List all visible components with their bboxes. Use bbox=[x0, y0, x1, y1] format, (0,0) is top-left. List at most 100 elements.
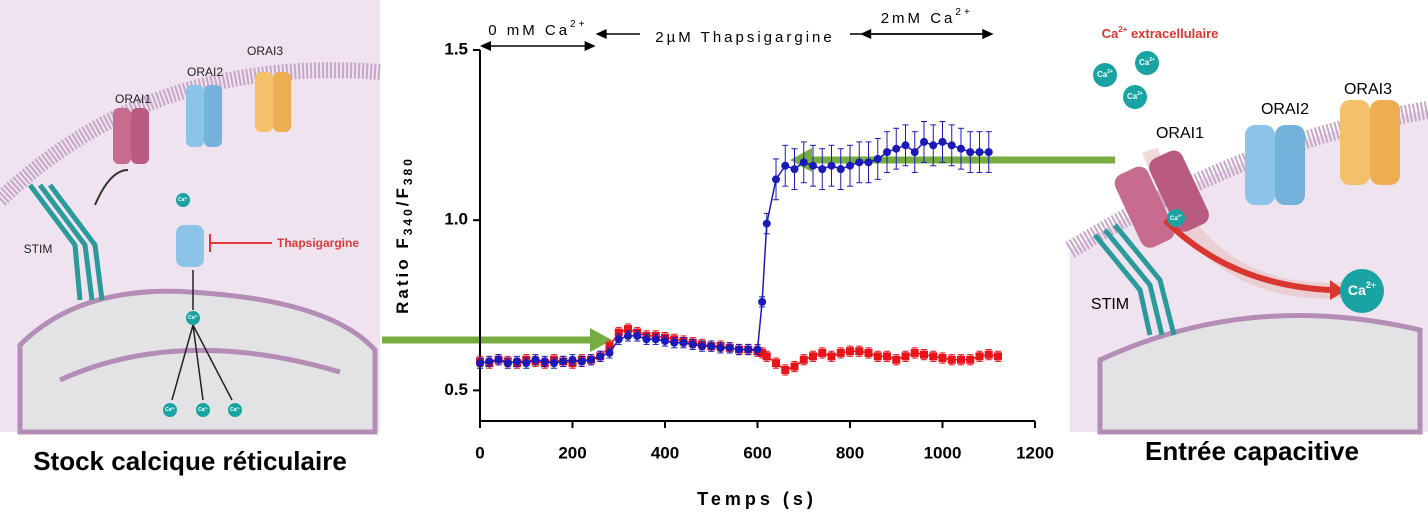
data-point bbox=[892, 355, 901, 364]
ion-text: Ca bbox=[178, 197, 185, 203]
ion-label: Ca2+ bbox=[178, 196, 188, 204]
data-point bbox=[864, 158, 873, 167]
data-point bbox=[716, 343, 725, 352]
data-point bbox=[679, 338, 688, 347]
ca-ion bbox=[1123, 85, 1147, 109]
data-point bbox=[758, 297, 767, 306]
data-point bbox=[688, 340, 697, 349]
label-sub: 380 bbox=[401, 156, 415, 185]
data-point bbox=[864, 348, 873, 357]
influx-arrow bbox=[1162, 217, 1331, 293]
data-point bbox=[503, 359, 512, 368]
ion-label: Ca2+ bbox=[1127, 91, 1143, 101]
orai1-channel bbox=[1114, 166, 1175, 248]
data-point bbox=[883, 148, 891, 157]
orai2-channel bbox=[1245, 125, 1275, 205]
annotation-label: 2mM Ca2+ bbox=[881, 7, 973, 27]
annotation-label: 0 mM Ca2+ bbox=[488, 19, 587, 39]
annotation-sup: 2+ bbox=[955, 7, 972, 18]
x-tick-label: 1000 bbox=[924, 443, 962, 462]
data-point bbox=[883, 352, 891, 361]
ion-text: Ca bbox=[1097, 70, 1108, 79]
label-text: extracellulaire bbox=[1127, 26, 1218, 41]
right-diagram: Ca2+ Ca2+ Ca2+ Ca2+ Ca2+ Ca2+ extracellu… bbox=[1065, 0, 1428, 466]
stim-label: STIM bbox=[24, 242, 53, 256]
data-point bbox=[984, 148, 993, 157]
data-point bbox=[818, 348, 827, 357]
arrow-head bbox=[584, 41, 596, 51]
reticulum-fold bbox=[58, 347, 341, 383]
data-point bbox=[855, 158, 864, 167]
data-point bbox=[873, 352, 882, 361]
data-point bbox=[799, 158, 808, 167]
stim-label: STIM bbox=[1091, 296, 1129, 313]
data-point bbox=[758, 348, 767, 357]
data-point bbox=[661, 337, 669, 346]
ca-ion bbox=[163, 403, 177, 417]
label-text: Ca bbox=[1102, 26, 1119, 41]
data-point bbox=[513, 357, 521, 366]
orai2-label: ORAI2 bbox=[1261, 101, 1309, 118]
data-point bbox=[799, 355, 808, 364]
orai3-label: ORAI3 bbox=[247, 44, 283, 58]
data-point bbox=[633, 331, 642, 340]
data-point bbox=[624, 325, 632, 334]
x-tick-label: 800 bbox=[836, 443, 864, 462]
data-point bbox=[975, 352, 984, 361]
ion-charge: 2+ bbox=[184, 196, 188, 200]
orai2-channel bbox=[1275, 125, 1305, 205]
data-point bbox=[975, 148, 984, 157]
label-sub: 340 bbox=[401, 206, 415, 235]
ca-ion bbox=[1135, 51, 1159, 75]
annotation-text: 0 mM Ca bbox=[488, 22, 570, 39]
data-point bbox=[947, 355, 956, 364]
data-point bbox=[790, 165, 799, 174]
data-point bbox=[957, 144, 965, 153]
orai2-label: ORAI2 bbox=[187, 65, 223, 79]
ion-label: Ca2+ bbox=[230, 406, 240, 414]
ion-text: Ca bbox=[1127, 92, 1138, 101]
ion-label: Ca2+ bbox=[1170, 213, 1183, 222]
ion-flow bbox=[171, 270, 233, 401]
extracellular-label: Ca2+ extracellulaire bbox=[1102, 25, 1219, 41]
label-charge: 2+ bbox=[1118, 25, 1127, 34]
data-point bbox=[522, 359, 531, 368]
orai3-label: ORAI3 bbox=[1344, 81, 1392, 98]
chart: Ratio F340/F380 Temps (s) 0.5 1.0 1.5 0 200 4… bbox=[393, 7, 1053, 509]
data-point bbox=[605, 348, 614, 357]
x-tick-label: 1200 bbox=[1016, 443, 1054, 462]
ion-label: Ca2+ bbox=[1348, 280, 1376, 297]
ion-text: Ca bbox=[1139, 58, 1150, 67]
ca-ion bbox=[176, 193, 190, 207]
channel bbox=[204, 85, 222, 147]
reticulum bbox=[1097, 312, 1423, 435]
data-point bbox=[753, 345, 762, 354]
ca-ion bbox=[186, 311, 200, 325]
data-point bbox=[670, 338, 679, 347]
label-text: Ratio F bbox=[393, 235, 412, 314]
data-point bbox=[772, 359, 780, 368]
data-point bbox=[494, 355, 503, 364]
data-point bbox=[651, 335, 660, 344]
data-point bbox=[920, 350, 928, 359]
data-point bbox=[781, 365, 790, 374]
ion-text: Ca bbox=[188, 315, 195, 321]
x-tick-label: 400 bbox=[651, 443, 679, 462]
data-point bbox=[790, 362, 799, 371]
arrow-head bbox=[860, 29, 872, 39]
label-backdrop bbox=[640, 28, 851, 46]
x-tick-label: 0 bbox=[475, 443, 484, 462]
channel bbox=[131, 108, 149, 164]
data-point bbox=[873, 154, 882, 163]
ion-text: Ca bbox=[1348, 282, 1366, 298]
data-point bbox=[846, 347, 854, 356]
data-point bbox=[901, 141, 910, 150]
data-point bbox=[485, 357, 494, 366]
ca-ion bbox=[1167, 209, 1185, 227]
arrow bbox=[94, 169, 129, 206]
data-point bbox=[605, 342, 614, 351]
green-arrow-head bbox=[590, 328, 612, 352]
ion-charge: 2+ bbox=[236, 406, 240, 410]
y-tick-label: 0.5 bbox=[444, 380, 468, 399]
